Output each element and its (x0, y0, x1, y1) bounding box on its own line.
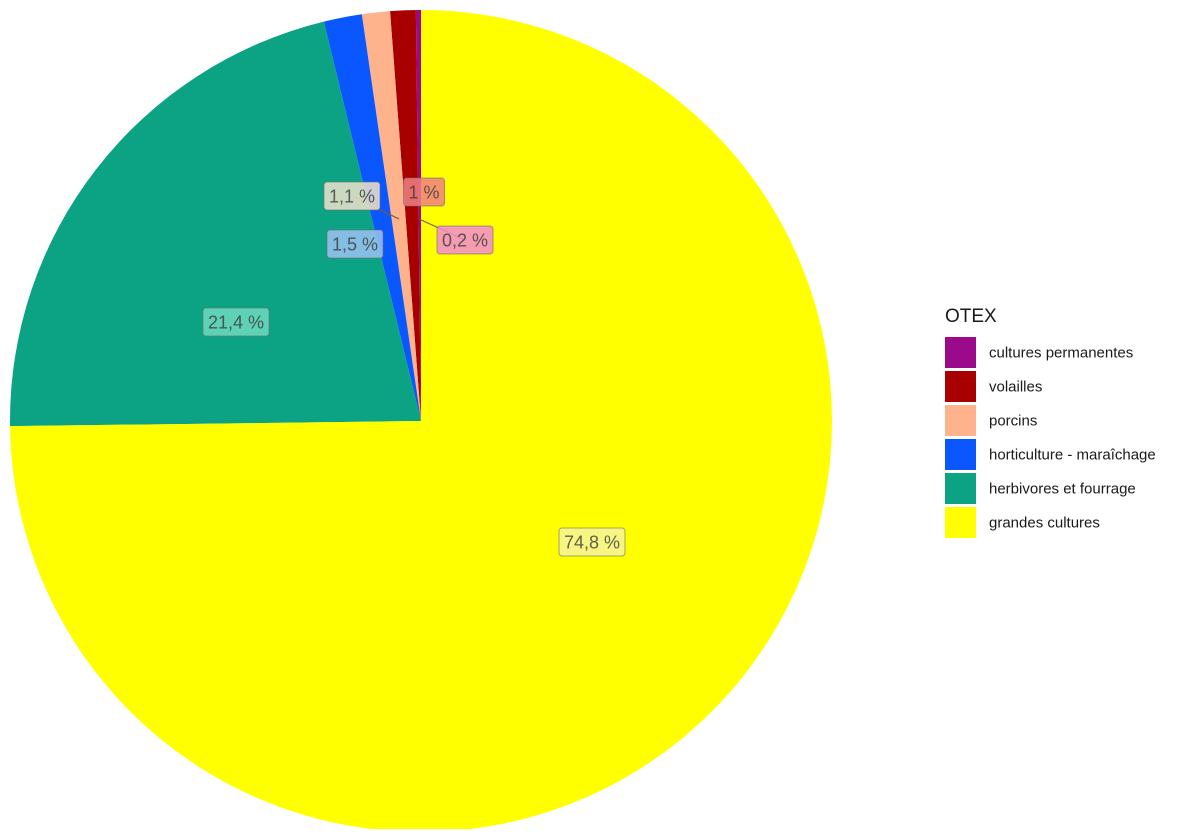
legend-label: horticulture - maraîchage (989, 447, 1156, 464)
slice-label-volailles: 1 % (403, 177, 445, 207)
legend-items: cultures permanentes volailles porcins hort… (945, 337, 1156, 538)
legend: OTEX cultures permanentes volailles porcin… (945, 306, 1156, 538)
slice-labels: 0,2 % 1 % 1,1 % 1,5 % 21,4 % 74,8 % (202, 177, 626, 557)
slice-label-porcins: 1,1 % (323, 181, 381, 211)
slice-label-text: 74,8 % (564, 533, 620, 553)
legend-label: porcins (989, 413, 1037, 430)
slice-label-box (558, 527, 626, 557)
slice-cultures-permanentes (415, 9, 421, 421)
legend-item-volailles: volailles (945, 371, 1042, 402)
slice-label-horticulture-maraichage: 1,5 % (326, 229, 384, 259)
legend-key-cultures-permanentes (945, 337, 976, 368)
legend-label: grandes cultures (989, 515, 1100, 532)
legend-key-horticulture-maraichage (945, 439, 976, 470)
legend-label: volailles (989, 379, 1042, 396)
pie-slices (9, 9, 832, 832)
slice-volailles (390, 10, 421, 422)
slice-label-box (202, 307, 270, 337)
slice-label-text: 1 % (408, 183, 439, 203)
slice-porcins (361, 11, 421, 421)
slice-label-grandes-cultures: 74,8 % (558, 527, 626, 557)
legend-key-grandes-cultures (945, 507, 976, 538)
slice-label-box (326, 229, 384, 259)
legend-key-porcins (945, 405, 976, 436)
slice-label-text: 0,2 % (442, 231, 488, 251)
slice-label-box (323, 181, 381, 211)
legend-item-horticulture-maraichage: horticulture - maraîchage (945, 439, 1156, 470)
legend-label: herbivores et fourrage (989, 481, 1136, 498)
legend-label: cultures permanentes (989, 345, 1133, 362)
slice-label-text: 21,4 % (208, 313, 264, 333)
legend-item-porcins: porcins (945, 405, 1037, 436)
slice-label-text: 1,5 % (332, 235, 378, 255)
slice-label-herbivores-et-fourrage: 21,4 % (202, 307, 270, 337)
legend-item-cultures-permanentes: cultures permanentes (945, 337, 1133, 368)
slice-label-cultures-permanentes: 0,2 % (436, 225, 494, 255)
slice-herbivores-et-fourrage (9, 21, 422, 427)
legend-key-volailles (945, 371, 976, 402)
legend-key-herbivores-et-fourrage (945, 473, 976, 504)
slice-grandes-cultures (10, 10, 832, 832)
legend-item-grandes-cultures: grandes cultures (945, 507, 1100, 538)
legend-item-herbivores-et-fourrage: herbivores et fourrage (945, 473, 1136, 504)
legend-title: OTEX (945, 306, 997, 327)
slice-label-box (436, 225, 494, 255)
slice-horticulture-maraichage (323, 14, 421, 422)
slice-label-box (403, 177, 445, 207)
slice-label-text: 1,1 % (329, 187, 375, 207)
